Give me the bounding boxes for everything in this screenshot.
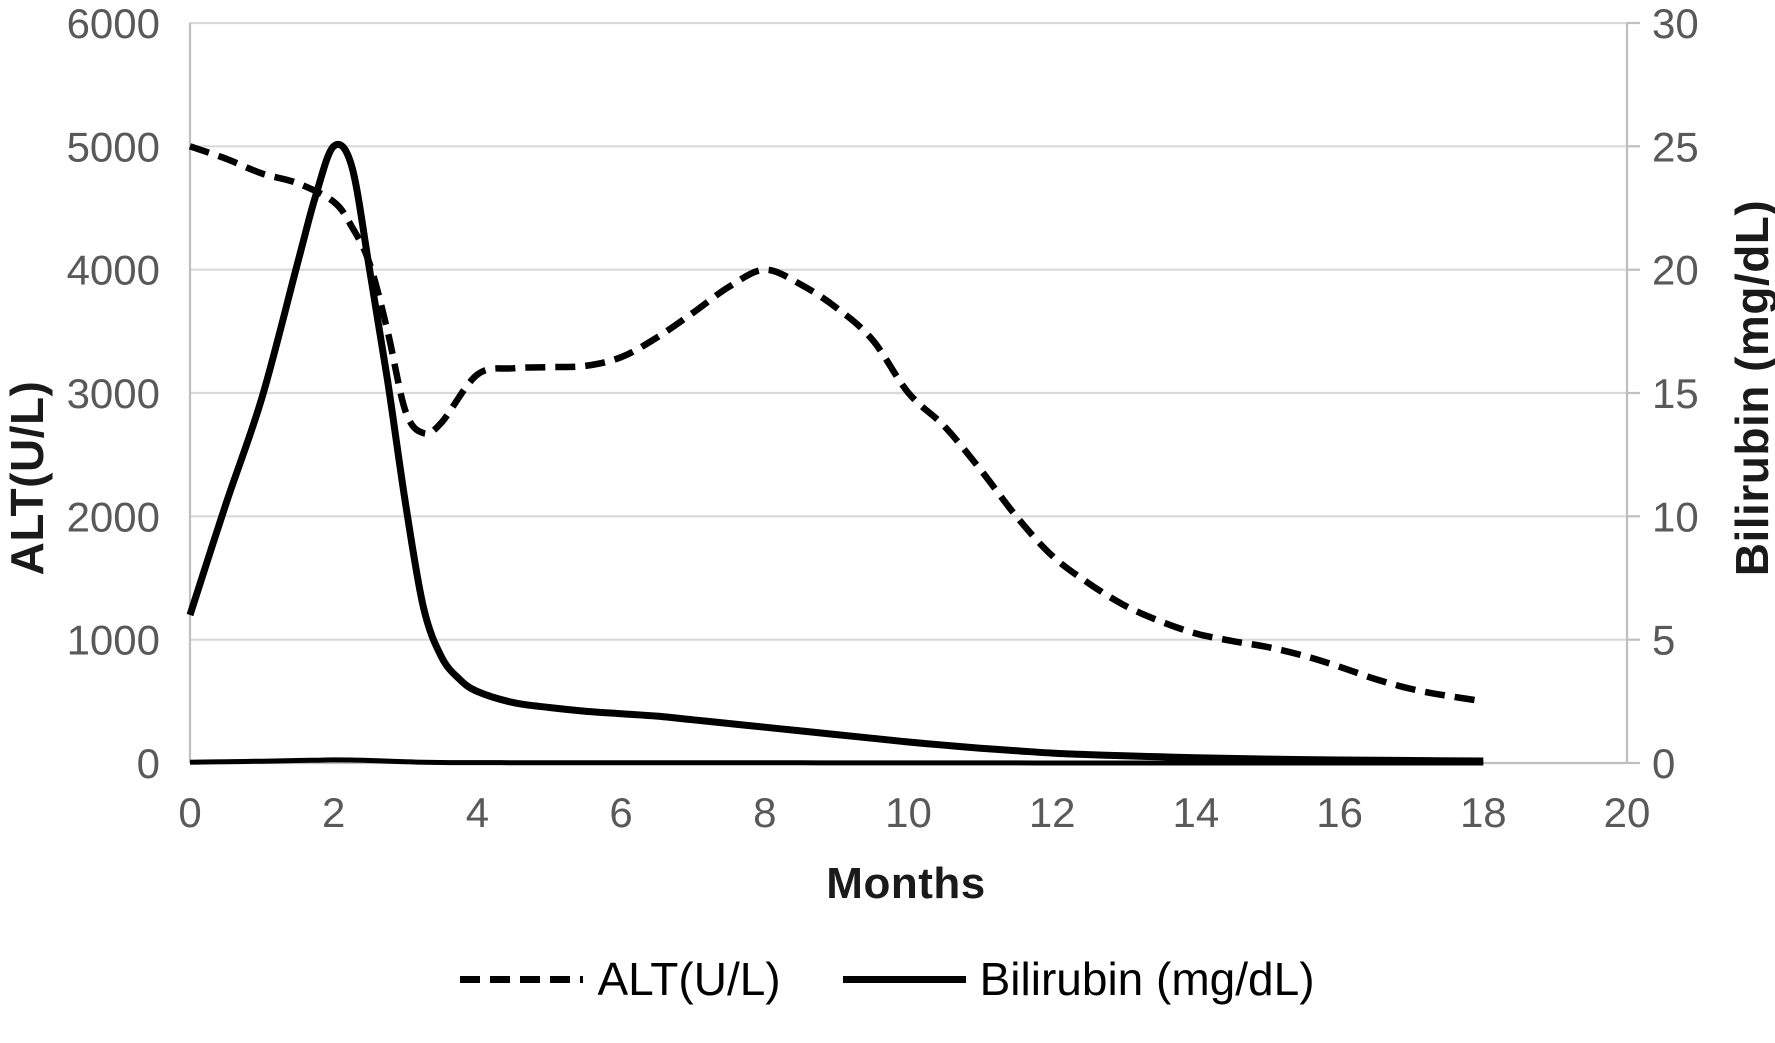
legend-label-bilirubin: Bilirubin (mg/dL) — [979, 953, 1315, 1005]
right-axis-tick-label: 20 — [1652, 247, 1699, 294]
left-axis-tick-label: 2000 — [67, 493, 160, 540]
x-axis-tick-label: 20 — [1604, 789, 1651, 836]
x-axis-tick-label: 6 — [609, 789, 632, 836]
right-axis-tick-label: 0 — [1652, 740, 1675, 787]
left-axis-tick-label: 3000 — [67, 370, 160, 417]
x-axis-title: Months — [826, 859, 986, 908]
x-axis-tick-label: 0 — [178, 789, 201, 836]
left-axis-tick-label: 1000 — [67, 617, 160, 664]
bilirubin-solid-line-swatch — [842, 975, 966, 983]
legend-label-alt: ALT(U/L) — [597, 953, 781, 1005]
right-axis-tick-label: 5 — [1652, 617, 1675, 664]
chart-legend: ALT(U/L) Bilirubin (mg/dL) — [0, 952, 1775, 1006]
legend-item-alt: ALT(U/L) — [460, 952, 781, 1006]
left-axis-tick-label: 6000 — [67, 0, 160, 47]
right-axis-tick-label: 30 — [1652, 0, 1699, 47]
series-line-0 — [188, 143, 1484, 705]
x-axis-tick-label: 18 — [1460, 789, 1507, 836]
right-axis-title: Bilirubin (mg/dL) — [1726, 199, 1775, 577]
x-axis-tick-label: 8 — [753, 789, 776, 836]
x-axis-tick-label: 10 — [885, 789, 932, 836]
left-axis-tick-label: 4000 — [67, 247, 160, 294]
x-axis-tick-label: 14 — [1173, 789, 1220, 836]
series-line-2 — [189, 757, 1484, 766]
x-axis-tick-label: 16 — [1316, 789, 1363, 836]
x-axis-tick-label: 12 — [1029, 789, 1076, 836]
left-axis-title: ALT(U/L) — [1, 380, 53, 576]
right-axis-tick-label: 15 — [1652, 370, 1699, 417]
legend-item-bilirubin: Bilirubin (mg/dL) — [842, 952, 1315, 1006]
left-axis-tick-label: 5000 — [67, 123, 160, 170]
x-axis-tick-label: 4 — [466, 789, 489, 836]
right-axis-tick-label: 25 — [1652, 123, 1699, 170]
left-axis-tick-label: 0 — [137, 740, 160, 787]
right-axis-tick-label: 10 — [1652, 493, 1699, 540]
alt-dashed-line-swatch — [460, 975, 584, 983]
x-axis-tick-label: 2 — [322, 789, 345, 836]
series-line-1 — [186, 141, 1484, 765]
